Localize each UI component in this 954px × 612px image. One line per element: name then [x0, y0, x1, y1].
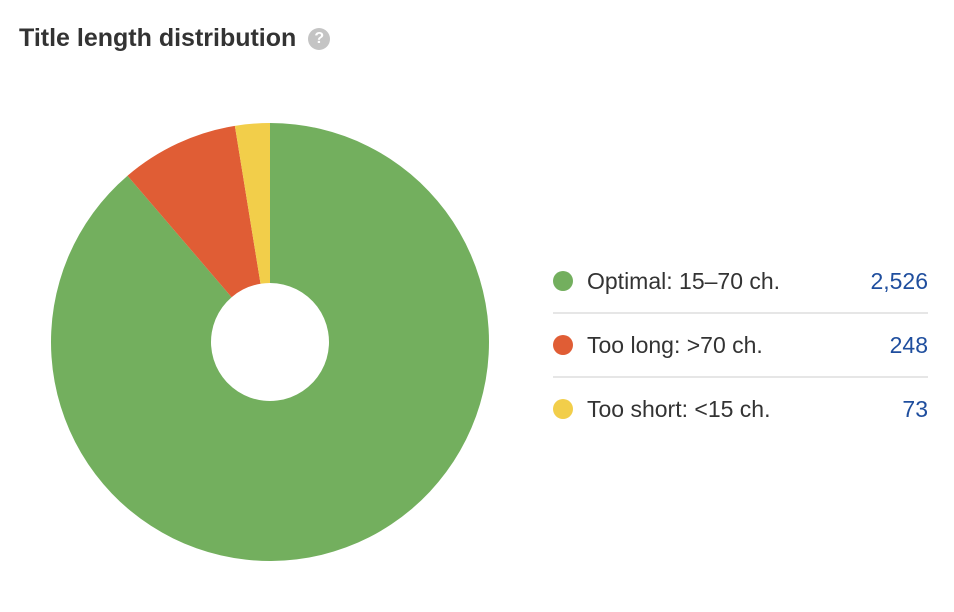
donut-slice-0[interactable]: [50, 123, 489, 561]
legend-value[interactable]: 73: [902, 395, 928, 422]
legend-label: Too short: <15 ch.: [587, 395, 771, 422]
legend-value[interactable]: 248: [889, 331, 928, 358]
yellow-dot-icon: [553, 399, 573, 419]
green-dot-icon: [553, 271, 573, 291]
legend-label: Too long: >70 ch.: [587, 331, 763, 358]
legend-label: Optimal: 15–70 ch.: [587, 267, 781, 294]
red-dot-icon: [553, 335, 573, 355]
donut-slice-2[interactable]: [234, 123, 270, 284]
legend-item-too-short[interactable]: Too short: <15 ch. 73: [553, 378, 928, 440]
chart-title-text: Title length distribution: [19, 24, 297, 52]
legend: Optimal: 15–70 ch. 2,526 Too long: >70 c…: [553, 250, 928, 440]
legend-item-optimal[interactable]: Optimal: 15–70 ch. 2,526: [553, 250, 928, 314]
legend-item-too-long[interactable]: Too long: >70 ch. 248: [553, 314, 928, 378]
help-icon[interactable]: ?: [308, 27, 331, 50]
legend-value[interactable]: 2,526: [870, 267, 928, 294]
chart-title: Title length distribution ?: [19, 24, 331, 53]
donut-slice-1[interactable]: [127, 125, 261, 298]
